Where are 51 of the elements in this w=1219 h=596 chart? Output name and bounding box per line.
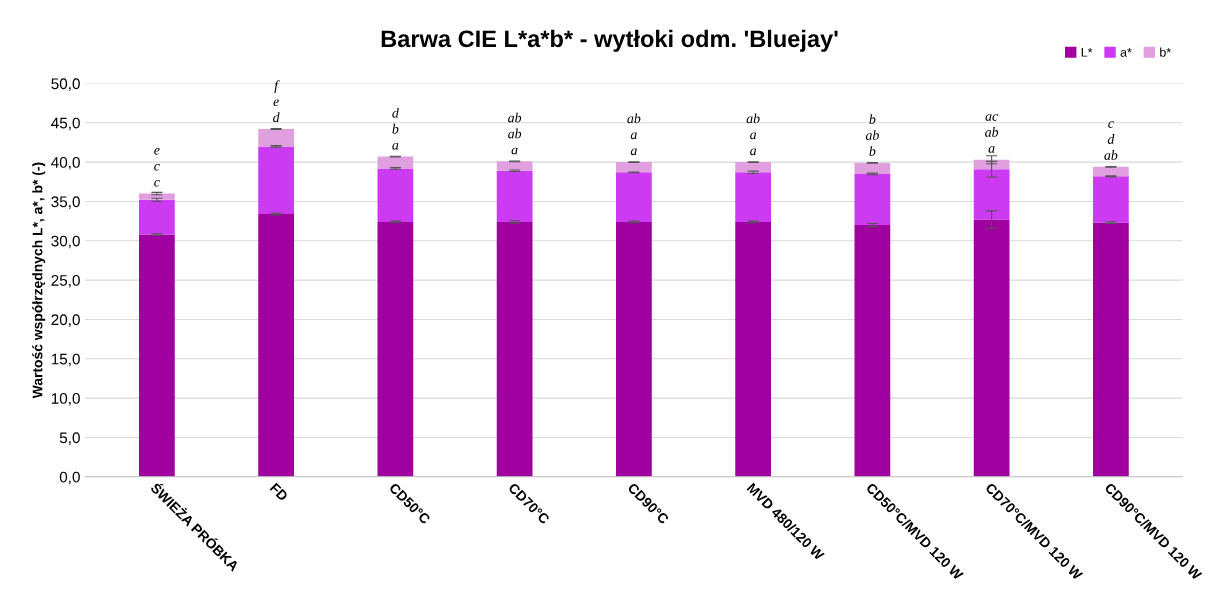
bar [377,156,414,169]
bar [496,221,533,477]
y-tick-label: 10,0 [51,393,80,406]
y-tick-label: 25,0 [51,274,80,288]
bar [1092,222,1129,477]
y-tick-label: 40,0 [51,156,80,170]
annotation: ab a a [627,113,641,156]
legend-label: b* [1160,47,1171,57]
bar [258,214,295,477]
y-tick-label: 30,0 [51,235,80,249]
bar [377,221,414,477]
bar [973,219,1010,477]
y-tick-label: 50,0 [51,78,80,91]
y-axis-title: Wartość współrzędnych L*, a*, b* (-) [32,162,46,399]
chart-title: Barwa CIE L*a*b* - wytłoki odm. 'Bluejay' [381,29,838,52]
bar [615,221,652,477]
bar [377,168,414,222]
bar [138,234,175,477]
x-tick-label: FD [269,482,289,502]
bar [258,146,295,215]
bar [854,173,891,226]
annotation: e c c [154,147,160,187]
annotation: f e d [273,80,280,123]
y-tick-label: 0,0 [59,471,80,485]
bar [854,225,891,477]
bar [615,162,652,173]
annotation: d b a [392,107,399,150]
bar [496,170,533,222]
bar [735,221,772,477]
bar [854,162,891,174]
y-tick-label: 35,0 [51,196,80,209]
bar [1092,166,1129,177]
bar [735,162,772,173]
bar [973,169,1010,220]
annotation: b ab b [865,114,879,156]
y-tick-label: 15,0 [51,353,80,367]
annotation: ac ab a [985,114,999,153]
bar [258,129,295,147]
bar [615,172,652,222]
legend-label: a* [1120,48,1132,57]
y-tick-label: 5,0 [59,432,80,445]
bar [496,161,533,171]
legend-label: L* [1081,48,1093,57]
annotation: c d ab [1104,121,1118,160]
bar [1092,176,1129,223]
y-tick-label: 20,0 [51,314,80,327]
annotation: ab ab a [508,112,522,155]
y-tick-label: 45,0 [51,117,80,131]
bar [735,172,772,222]
bar [138,199,175,235]
annotation: ab a a [746,113,760,156]
